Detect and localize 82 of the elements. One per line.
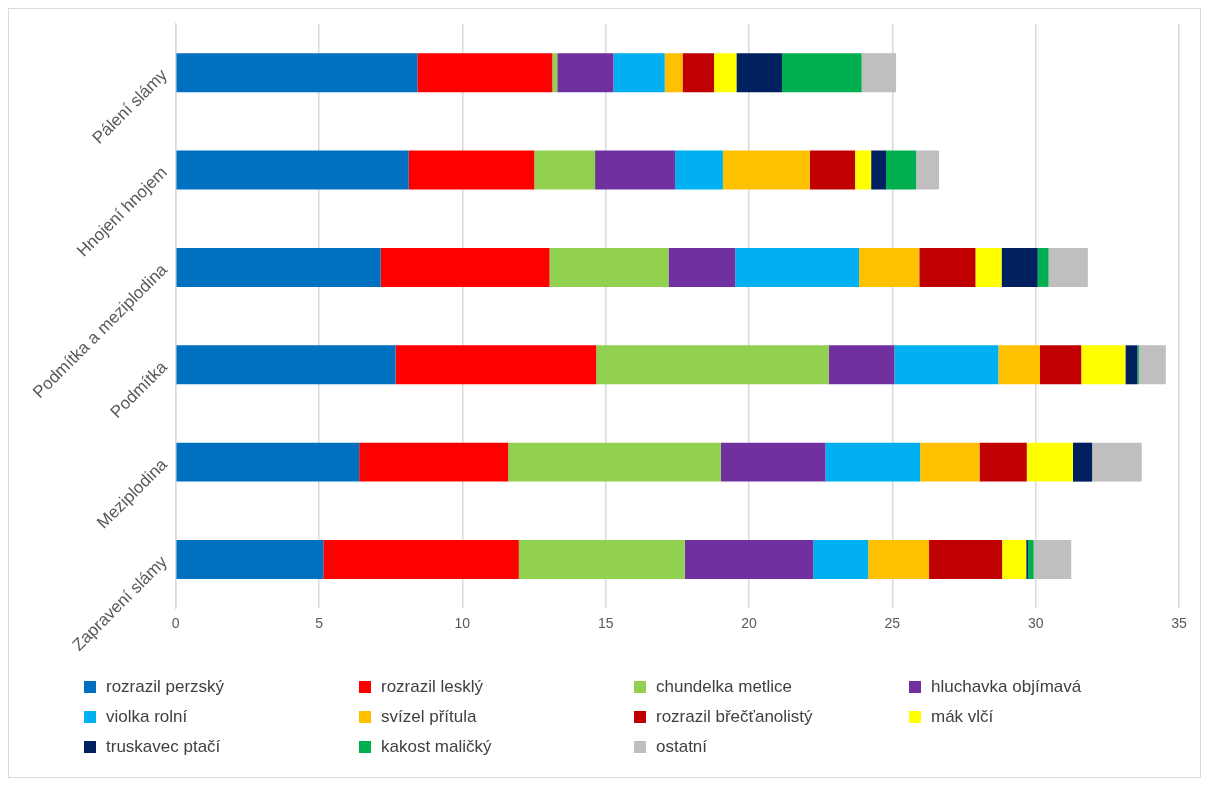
bar: [916, 150, 940, 190]
bar: [828, 345, 895, 385]
bar: [1001, 247, 1038, 287]
bar: [894, 345, 999, 385]
bar: [781, 53, 862, 93]
bar: [1092, 442, 1142, 482]
bar: [868, 540, 930, 579]
bar: [809, 150, 856, 190]
bar: [675, 150, 723, 190]
bar: [722, 150, 810, 190]
bar: [596, 345, 829, 385]
bar: [534, 150, 596, 190]
legend-label: rozrazil břečťanolistý: [656, 707, 813, 727]
bar: [176, 247, 381, 287]
bar: [1048, 247, 1088, 287]
legend-label: rozrazil lesklý: [381, 677, 484, 697]
bar: [714, 53, 737, 93]
bar: [919, 247, 976, 287]
bar: [1027, 540, 1034, 579]
bar: [176, 53, 418, 93]
bar: [1138, 345, 1166, 385]
bar: [855, 150, 872, 190]
legend-label: mák vlčí: [931, 707, 994, 727]
legend-label: truskavec ptačí: [106, 737, 221, 757]
bar: [359, 442, 509, 482]
bar: [1039, 345, 1082, 385]
bar: [664, 53, 683, 93]
bar: [595, 150, 676, 190]
bar: [1026, 442, 1073, 482]
bar: [813, 540, 869, 579]
bar: [557, 53, 614, 93]
bar: [613, 53, 665, 93]
bar: [979, 442, 1027, 482]
bar: [552, 53, 558, 93]
bar: [1081, 345, 1126, 385]
bar: [1033, 540, 1072, 579]
bar: [861, 53, 897, 93]
legend-label: kakost maličký: [381, 737, 492, 757]
legend-label: chundelka metlice: [656, 677, 793, 697]
bar: [176, 540, 324, 579]
x-tick-label: 10: [454, 615, 471, 632]
bar: [1072, 442, 1093, 482]
bar: [1002, 540, 1027, 579]
bar: [1037, 247, 1049, 287]
bar: [1125, 345, 1138, 385]
legend-label: hluchavka objímavá: [931, 677, 1082, 697]
bar: [720, 442, 826, 482]
bar: [920, 442, 980, 482]
bar: [518, 540, 685, 579]
bar: [176, 442, 360, 482]
bar: [508, 442, 721, 482]
bar: [408, 150, 535, 190]
legend-label: rozrazil perzský: [106, 677, 225, 697]
bar: [859, 247, 920, 287]
bar: [975, 247, 1002, 287]
bar: [682, 53, 715, 93]
bar: [549, 247, 669, 287]
x-tick-label: 0: [171, 615, 180, 632]
bar: [323, 540, 519, 579]
bar: [825, 442, 921, 482]
bar: [736, 53, 782, 93]
bar: [735, 247, 860, 287]
bar: [684, 540, 814, 579]
x-tick-label: 15: [597, 615, 614, 632]
bar: [176, 345, 396, 385]
x-tick-label: 35: [1171, 615, 1187, 632]
bar: [417, 53, 553, 93]
x-tick-label: 20: [741, 615, 758, 632]
bar: [395, 345, 597, 385]
x-tick-label: 25: [884, 615, 901, 632]
bar: [886, 150, 917, 190]
legend-label: ostatní: [656, 737, 708, 757]
bar: [176, 150, 409, 190]
bar: [929, 540, 1003, 579]
x-tick-label: 5: [315, 615, 324, 632]
bar: [668, 247, 736, 287]
bar: [998, 345, 1040, 385]
bar: [380, 247, 550, 287]
x-tick-label: 30: [1027, 615, 1044, 632]
legend-label: violka rolní: [106, 707, 188, 727]
legend-label: svízel přítula: [381, 707, 477, 727]
bar: [871, 150, 887, 190]
